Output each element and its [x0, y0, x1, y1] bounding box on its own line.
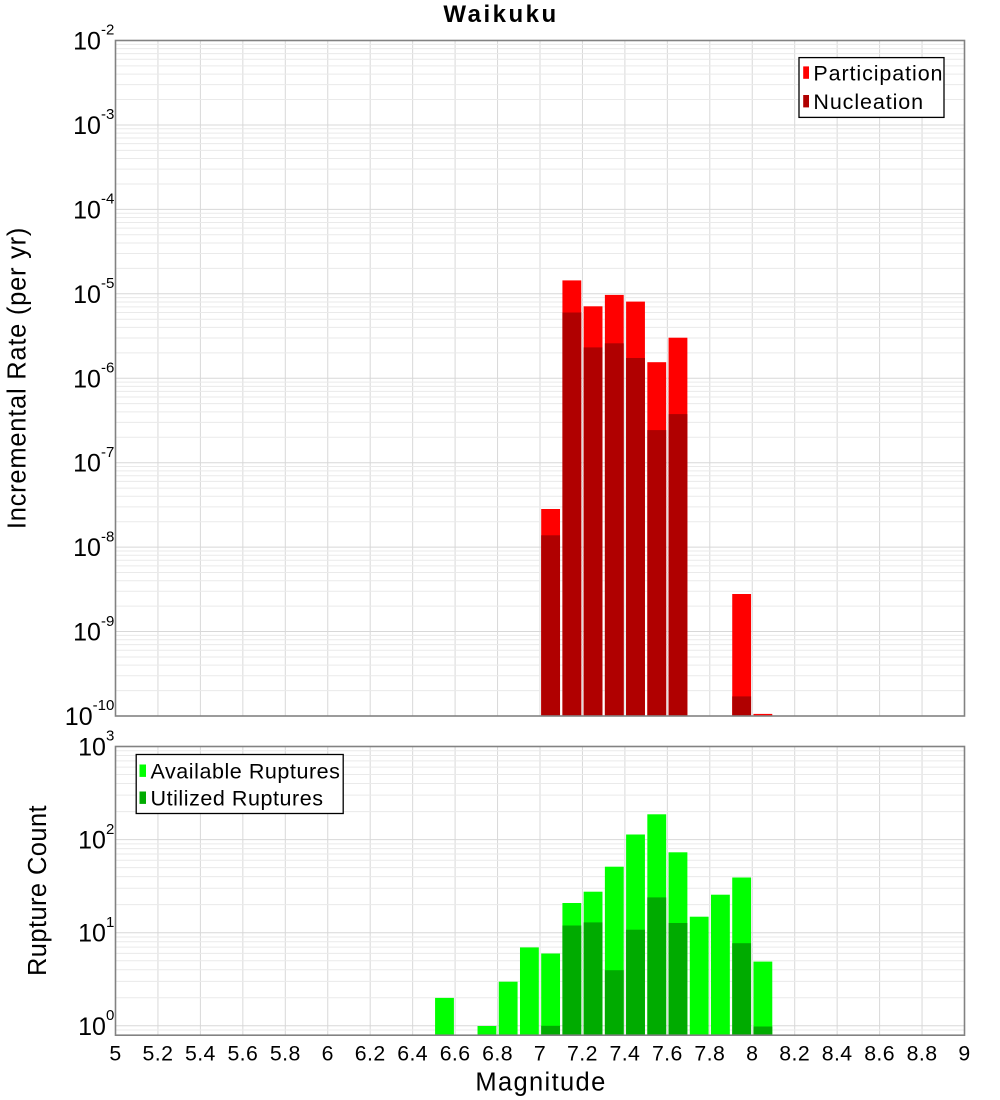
svg-text:10: 10: [78, 920, 106, 948]
svg-text:6.8: 6.8: [482, 1042, 513, 1066]
svg-text:5.6: 5.6: [227, 1042, 258, 1066]
svg-text:7.4: 7.4: [609, 1042, 640, 1066]
svg-text:-2: -2: [101, 22, 114, 39]
svg-text:-8: -8: [101, 528, 114, 545]
svg-text:Magnitude: Magnitude: [475, 1069, 606, 1097]
svg-text:6.4: 6.4: [397, 1042, 428, 1066]
svg-text:6: 6: [322, 1042, 334, 1066]
svg-text:-10: -10: [93, 697, 115, 714]
svg-text:10: 10: [73, 281, 101, 309]
svg-text:10: 10: [73, 365, 101, 393]
svg-text:7.6: 7.6: [652, 1042, 683, 1066]
svg-text:Participation: Participation: [813, 61, 943, 85]
svg-text:-4: -4: [101, 191, 114, 208]
svg-text:5: 5: [109, 1042, 121, 1066]
svg-text:-3: -3: [101, 106, 114, 123]
svg-text:-9: -9: [101, 613, 114, 630]
svg-text:6.2: 6.2: [355, 1042, 386, 1066]
svg-text:7: 7: [534, 1042, 546, 1066]
svg-text:10: 10: [73, 196, 101, 224]
svg-text:8.4: 8.4: [822, 1042, 853, 1066]
svg-text:10: 10: [73, 112, 101, 140]
svg-text:10: 10: [73, 619, 101, 647]
svg-text:7.2: 7.2: [567, 1042, 598, 1066]
svg-text:8: 8: [746, 1042, 758, 1066]
svg-text:Utilized Ruptures: Utilized Ruptures: [151, 787, 324, 811]
svg-text:5.8: 5.8: [270, 1042, 301, 1066]
svg-text:5.4: 5.4: [185, 1042, 216, 1066]
svg-text:6.6: 6.6: [440, 1042, 471, 1066]
svg-text:Available Ruptures: Available Ruptures: [151, 760, 341, 784]
svg-text:2: 2: [106, 821, 114, 838]
svg-text:8.8: 8.8: [907, 1042, 938, 1066]
svg-text:0: 0: [106, 1007, 114, 1024]
svg-text:10: 10: [78, 827, 106, 855]
svg-text:8.6: 8.6: [864, 1042, 895, 1066]
svg-text:8.2: 8.2: [779, 1042, 810, 1066]
svg-text:-5: -5: [101, 275, 114, 292]
svg-text:-7: -7: [101, 444, 114, 461]
svg-text:9: 9: [958, 1042, 970, 1066]
svg-text:7.8: 7.8: [694, 1042, 725, 1066]
svg-text:Waikuku: Waikuku: [443, 1, 558, 28]
svg-text:Nucleation: Nucleation: [813, 90, 924, 114]
svg-text:10: 10: [73, 450, 101, 478]
svg-text:10: 10: [78, 734, 106, 762]
svg-text:Rupture Count: Rupture Count: [24, 805, 52, 976]
svg-text:-6: -6: [101, 359, 114, 376]
svg-text:10: 10: [73, 28, 101, 56]
svg-text:10: 10: [78, 1013, 106, 1041]
svg-text:3: 3: [106, 728, 114, 745]
svg-text:1: 1: [106, 914, 114, 931]
svg-text:Incremental Rate (per yr): Incremental Rate (per yr): [4, 227, 32, 529]
svg-text:10: 10: [65, 703, 93, 731]
svg-text:5.2: 5.2: [143, 1042, 174, 1066]
svg-text:10: 10: [73, 534, 101, 562]
